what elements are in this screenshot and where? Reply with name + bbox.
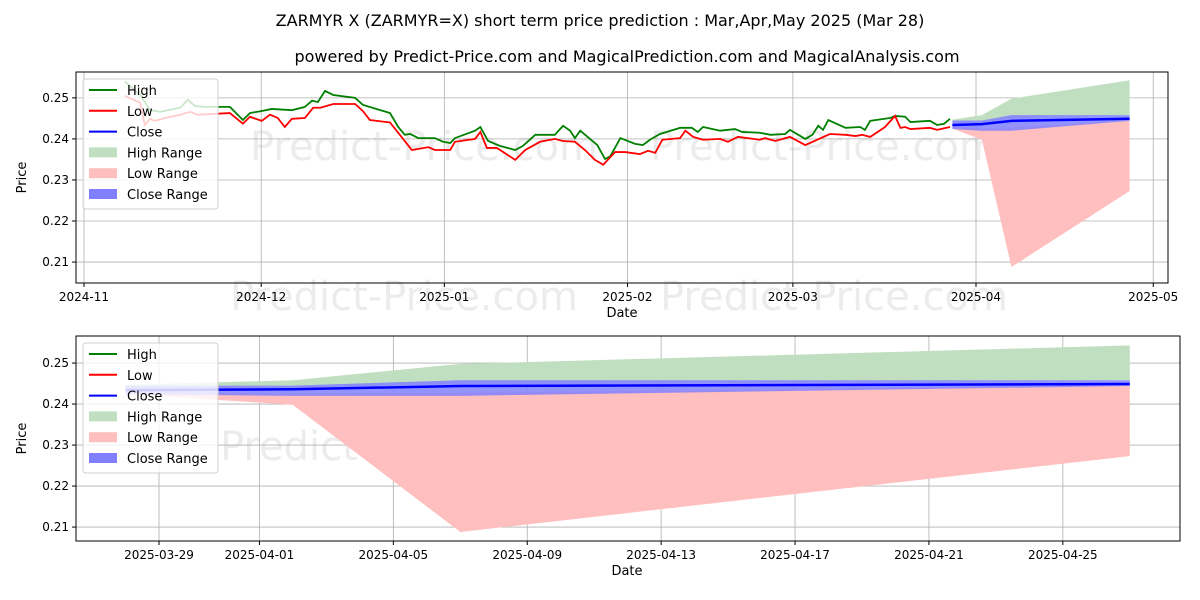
x-tick-label: 2025-03-29	[124, 548, 194, 562]
legend-label: Close Range	[127, 452, 208, 467]
legend-label: Close	[127, 126, 162, 141]
y-tick-label: 0.22	[42, 214, 69, 228]
x-tick-label: 2025-02	[602, 290, 652, 304]
x-tick-label: 2025-04-05	[358, 548, 428, 562]
legend-swatch-high-range	[89, 147, 117, 158]
plot-frame	[75, 71, 1169, 284]
y-tick-label: 0.22	[42, 479, 69, 493]
x-tick-label: 2025-04-01	[225, 548, 295, 562]
watermark: Predict-Price.com	[650, 124, 998, 170]
low-range-band	[952, 120, 1130, 267]
close-line	[952, 117, 1130, 127]
low-range-band	[125, 386, 1130, 532]
forecast-detail-chart: Predict-Price.comPredict-Price.com0.210.…	[15, 335, 1181, 579]
x-tick-label: 2025-04-09	[492, 548, 562, 562]
y-tick-label: 0.25	[42, 91, 69, 105]
x-tick-label: 2025-04-17	[760, 548, 830, 562]
legend-label: High	[127, 84, 157, 99]
y-tick-label: 0.21	[42, 520, 69, 534]
x-tick-label: 2025-05	[1128, 290, 1178, 304]
y-tick-label: 0.23	[42, 173, 69, 187]
x-axis-label: Date	[606, 306, 637, 321]
legend-label: High	[127, 348, 157, 363]
chart-title: ZARMYR X (ZARMYR=X) short term price pre…	[276, 11, 925, 30]
legend-label: High Range	[127, 146, 202, 161]
chart-subtitle: powered by Predict-Price.com and Magical…	[294, 47, 959, 66]
legend-swatch-close-range	[89, 453, 117, 463]
x-tick-label: 2025-03	[768, 290, 818, 304]
legend-label: Close	[127, 390, 162, 405]
legend-swatch-close-range	[89, 189, 117, 199]
legend-label: Low	[127, 369, 153, 384]
watermark: Predict-Price.com	[230, 274, 578, 320]
x-tick-label: 2024-12	[236, 290, 286, 304]
x-tick-label: 2025-04-21	[894, 548, 964, 562]
high-line	[124, 80, 951, 161]
y-axis-label: Price	[15, 423, 30, 455]
x-axis-label: Date	[611, 564, 642, 579]
plot-frame	[75, 335, 1181, 542]
y-tick-label: 0.21	[42, 255, 69, 269]
x-tick-label: 2025-04-13	[626, 548, 696, 562]
y-axis-label: Price	[15, 162, 30, 194]
x-tick-label: 2025-04	[951, 290, 1001, 304]
y-tick-label: 0.25	[42, 356, 69, 370]
y-tick-label: 0.24	[42, 397, 69, 411]
high-range-band	[952, 80, 1130, 123]
legend-label: Low	[127, 105, 153, 120]
x-tick-label: 2025-04-25	[1028, 548, 1098, 562]
x-tick-label: 2025-01	[419, 290, 469, 304]
legend-swatch-low-range	[89, 432, 117, 443]
y-tick-label: 0.23	[42, 438, 69, 452]
watermark: Predict-Price.com	[660, 274, 1008, 320]
legend-swatch-high-range	[89, 411, 117, 422]
legend-label: High Range	[127, 410, 202, 425]
legend-label: Low Range	[127, 431, 198, 446]
x-tick-label: 2024-11	[59, 290, 109, 304]
legend-label: Close Range	[127, 188, 208, 203]
high-range-band	[125, 345, 1130, 388]
history-forecast-chart: Predict-Price.com Predict-Price.com Predic…	[15, 71, 1178, 321]
y-tick-label: 0.24	[42, 132, 69, 146]
legend-swatch-low-range	[89, 168, 117, 179]
low-line	[124, 94, 951, 166]
legend-label: Low Range	[127, 167, 198, 182]
